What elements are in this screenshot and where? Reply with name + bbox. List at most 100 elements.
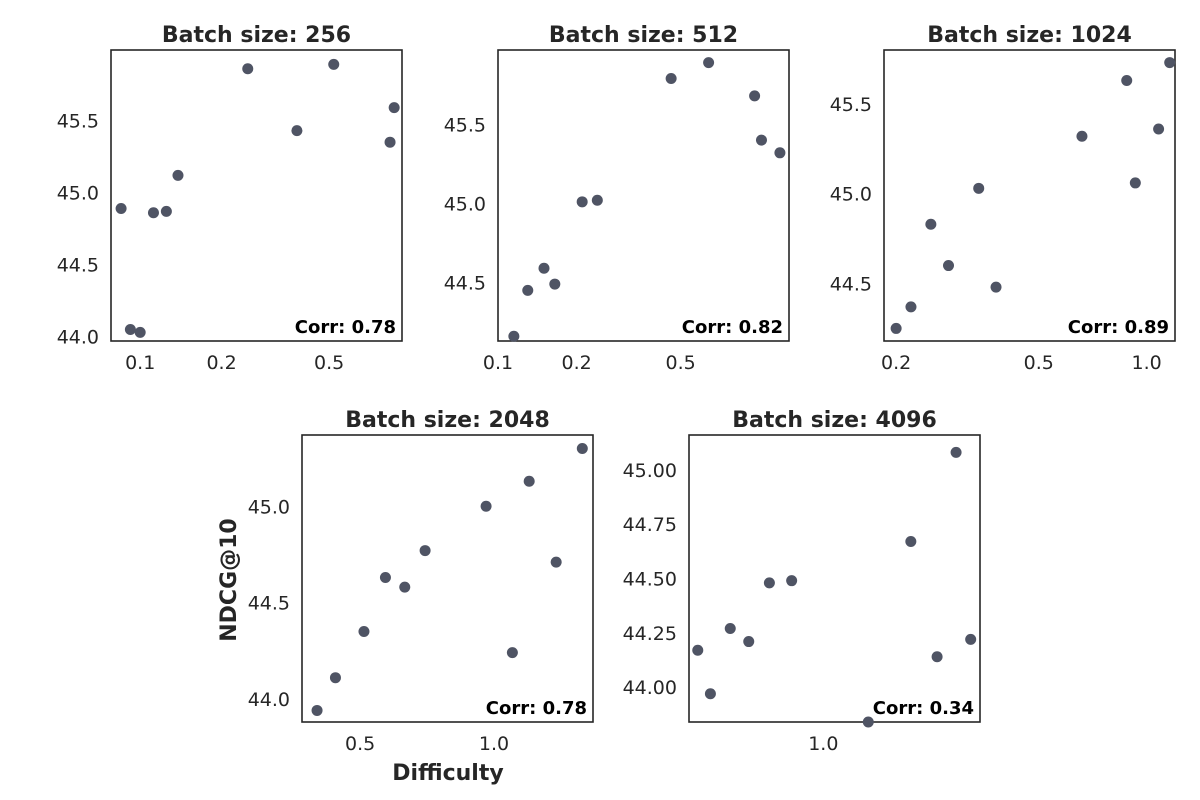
data-point: [508, 330, 520, 342]
correlation-label: Corr: 0.82: [682, 317, 783, 338]
data-point: [755, 134, 767, 146]
y-tick-label: 44.25: [623, 623, 677, 645]
y-tick-label: 44.00: [623, 677, 677, 699]
plot-frame: [301, 434, 594, 723]
data-point: [665, 72, 677, 84]
data-point: [291, 125, 303, 137]
x-axis-label: Difficulty: [392, 761, 503, 786]
y-tick-label: 45.5: [57, 111, 99, 133]
data-point: [147, 207, 159, 219]
x-tick-label: 0.5: [665, 352, 695, 374]
data-point: [950, 446, 962, 458]
y-tick-label: 45.0: [444, 193, 486, 215]
scatter-panel: Batch size: 2048 0.5 1.0 44.0 44.5 45.0 Corr: …: [248, 408, 594, 755]
data-point: [388, 102, 400, 114]
data-point: [329, 672, 341, 684]
data-point: [965, 633, 977, 645]
data-point: [1164, 57, 1176, 69]
y-tick-label: 45.5: [444, 114, 486, 136]
data-point: [862, 716, 874, 728]
data-point: [523, 475, 535, 487]
y-tick-label: 44.5: [444, 272, 486, 294]
panel-title: Batch size: 256: [162, 23, 351, 48]
plot-frame: [110, 49, 403, 342]
y-tick-label: 44.50: [623, 569, 677, 591]
data-point: [522, 284, 534, 296]
correlation-label: Corr: 0.78: [295, 317, 396, 338]
x-tick-label: 0.1: [483, 352, 513, 374]
y-tick-label: 44.5: [248, 593, 290, 615]
y-tick-label: 44.5: [57, 255, 99, 277]
data-point: [419, 545, 431, 557]
data-point: [379, 572, 391, 584]
x-tick-label: 1.0: [808, 733, 838, 755]
data-point: [480, 500, 492, 512]
x-tick-label: 1.0: [479, 733, 509, 755]
data-point: [134, 326, 146, 338]
data-point: [774, 147, 786, 159]
data-point: [506, 647, 518, 659]
y-tick-label: 44.5: [830, 274, 872, 296]
data-point: [943, 260, 955, 272]
y-tick-label: 45.0: [830, 184, 872, 206]
data-point: [890, 322, 902, 334]
data-point: [160, 205, 172, 217]
y-axis-label: NDCG@10: [217, 518, 242, 642]
plot-frame: [883, 49, 1176, 342]
data-point: [1076, 130, 1088, 142]
data-point: [576, 196, 588, 208]
panel-title: Batch size: 512: [549, 23, 738, 48]
data-point: [743, 636, 755, 648]
y-tick-label: 44.75: [623, 514, 677, 536]
x-tick-label: 0.5: [314, 352, 344, 374]
data-point: [550, 556, 562, 568]
x-tick-label: 0.2: [562, 352, 592, 374]
data-point: [905, 536, 917, 548]
plot-frame: [688, 434, 981, 723]
data-point: [538, 262, 550, 274]
panel-title: Batch size: 4096: [732, 408, 937, 433]
scatter-panel: Batch size: 256 0.1 0.2 0.5 44.0 44.5 45.0 45.5…: [57, 23, 403, 374]
data-point: [925, 218, 937, 230]
scatter-panel: Batch size: 1024 0.2 0.5 1.0 44.5 45.0 45.5 Cor…: [830, 23, 1176, 374]
panel-title: Batch size: 1024: [927, 23, 1132, 48]
data-point: [990, 281, 1002, 293]
data-point: [704, 688, 716, 700]
data-point: [242, 63, 254, 75]
panel-title: Batch size: 2048: [345, 408, 550, 433]
data-point: [703, 57, 715, 69]
correlation-label: Corr: 0.78: [486, 698, 587, 719]
y-tick-label: 45.0: [57, 183, 99, 205]
correlation-label: Corr: 0.89: [1068, 317, 1169, 338]
data-point: [749, 90, 761, 102]
y-tick-label: 45.0: [248, 496, 290, 518]
data-point: [763, 577, 775, 589]
scatter-panel: Batch size: 4096 1.0 44.00 44.25 44.50 44.75 4…: [623, 408, 981, 755]
x-tick-label: 0.2: [881, 352, 911, 374]
x-tick-label: 0.5: [1024, 352, 1054, 374]
data-point: [786, 575, 798, 587]
data-point: [384, 136, 396, 148]
data-point: [1129, 177, 1141, 189]
data-point: [576, 442, 588, 454]
data-point: [591, 194, 603, 206]
x-tick-label: 0.2: [206, 352, 236, 374]
x-tick-label: 1.0: [1132, 352, 1162, 374]
x-tick-label: 0.5: [345, 733, 375, 755]
data-point: [549, 278, 561, 290]
y-tick-label: 45.00: [623, 460, 677, 482]
plot-frame: [497, 49, 790, 342]
y-tick-label: 45.5: [830, 94, 872, 116]
data-point: [399, 581, 411, 593]
data-point: [1121, 75, 1133, 87]
data-point: [931, 651, 943, 663]
y-tick-label: 44.0: [57, 327, 99, 349]
x-tick-label: 0.1: [125, 352, 155, 374]
data-point: [172, 169, 184, 181]
data-point: [905, 301, 917, 313]
data-point: [115, 202, 127, 214]
correlation-label: Corr: 0.34: [873, 698, 974, 719]
data-point: [973, 182, 985, 194]
data-point: [124, 323, 136, 335]
